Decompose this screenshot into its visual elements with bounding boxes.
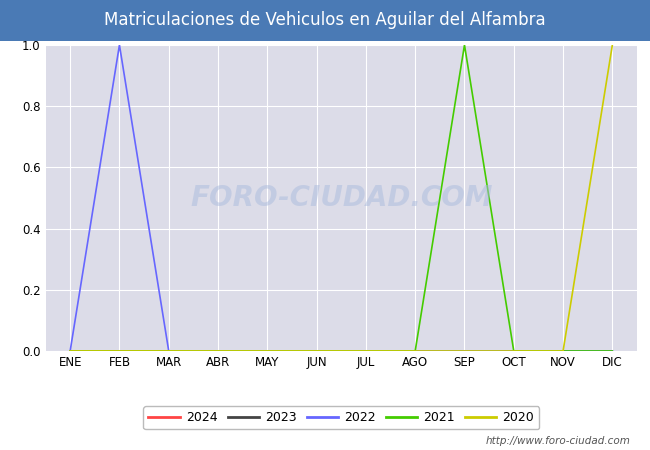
Text: FORO-CIUDAD.COM: FORO-CIUDAD.COM bbox=[190, 184, 493, 212]
Text: http://www.foro-ciudad.com: http://www.foro-ciudad.com bbox=[486, 436, 630, 446]
Text: Matriculaciones de Vehiculos en Aguilar del Alfambra: Matriculaciones de Vehiculos en Aguilar … bbox=[104, 11, 546, 29]
Legend: 2024, 2023, 2022, 2021, 2020: 2024, 2023, 2022, 2021, 2020 bbox=[144, 406, 539, 429]
